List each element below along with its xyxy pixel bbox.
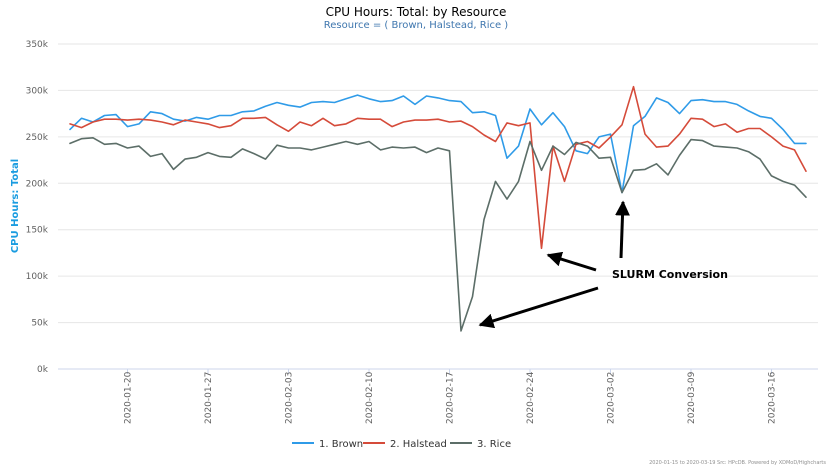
- x-tick-label: 2020-03-02: [607, 372, 617, 424]
- annotation-label: SLURM Conversion: [612, 268, 728, 281]
- credits: 2020-01-15 to 2020-03-19 Src: HPcDB. Pow…: [649, 460, 826, 466]
- x-tick-label: 2020-03-09: [687, 371, 697, 424]
- y-tick-label: 100k: [26, 272, 49, 282]
- gridlines: [58, 43, 818, 324]
- y-tick-label: 50k: [31, 319, 48, 329]
- y-tick-label: 250k: [26, 133, 49, 143]
- annotation-arrow-rice-march: [615, 200, 631, 259]
- series-line-2: [69, 85, 807, 250]
- y-tick-label: 350k: [26, 40, 49, 50]
- y-axis-label: CPU Hours: Total: [10, 159, 21, 253]
- x-tick-label: 2020-02-17: [446, 372, 456, 424]
- y-tick-label: 200k: [26, 179, 49, 189]
- x-tick-label: 2020-02-10: [365, 371, 375, 424]
- series-lines: [69, 85, 807, 332]
- x-tick-label: 2020-02-24: [526, 371, 536, 424]
- legend-label[interactable]: 1. Brown: [319, 439, 363, 450]
- y-tick-label: 300k: [26, 86, 49, 96]
- chart-subtitle: Resource = ( Brown, Halstead, Rice ): [324, 20, 509, 31]
- chart-title: CPU Hours: Total: by Resource: [326, 5, 507, 19]
- x-axis-ticks: 2020-01-20 2020-01-27 2020-02-03 2020-02-10…: [124, 369, 778, 424]
- x-tick-label: 2020-02-03: [285, 372, 295, 424]
- legend-label[interactable]: 2. Halstead: [390, 439, 447, 450]
- annotation-arrow-halstead: [546, 251, 597, 272]
- annotations: SLURM Conversion: [478, 200, 728, 329]
- series-line-3: [69, 137, 807, 332]
- x-tick-label: 2020-01-27: [204, 372, 214, 424]
- y-axis-ticks: 0k 50k 100k 150k 200k 250k 300k 350k: [26, 40, 49, 375]
- legend-label[interactable]: 3. Rice: [477, 439, 511, 450]
- y-tick-label: 150k: [26, 226, 49, 236]
- annotation-arrow-rice: [478, 286, 599, 329]
- x-tick-label: 2020-03-16: [768, 371, 778, 424]
- legend: 1. Brown 2. Halstead 3. Rice: [292, 439, 511, 450]
- y-tick-label: 0k: [37, 365, 49, 375]
- x-tick-label: 2020-01-20: [124, 371, 134, 424]
- series-line-1: [69, 94, 807, 194]
